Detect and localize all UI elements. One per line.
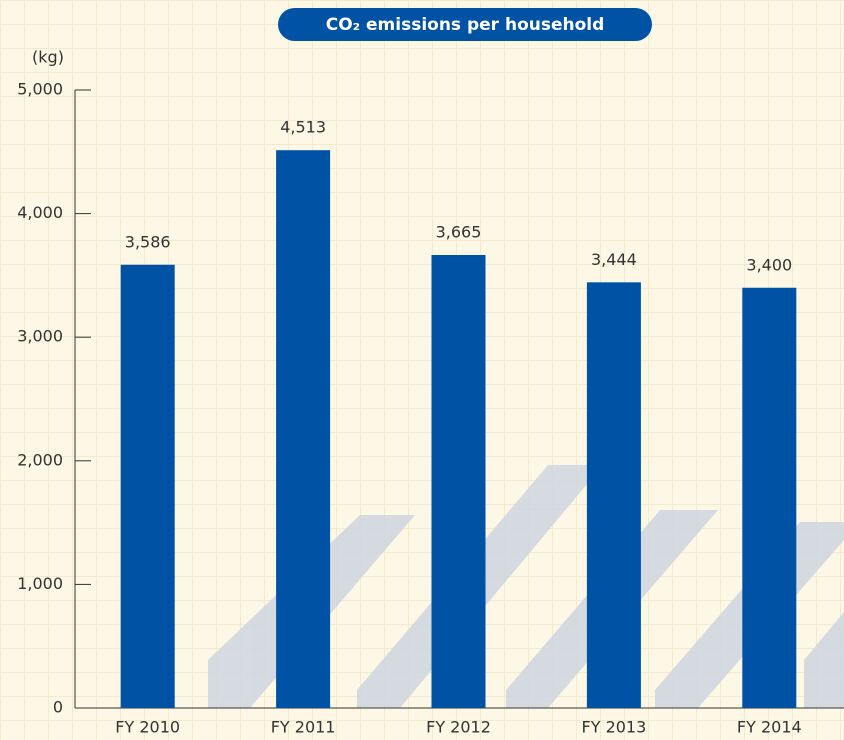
- value-label: 4,513: [280, 118, 326, 137]
- y-tick-label: 0: [53, 698, 63, 717]
- y-tick-label: 4,000: [17, 203, 63, 222]
- x-tick-label: FY 2010: [115, 718, 180, 737]
- x-tick-label: FY 2013: [582, 718, 647, 737]
- bar: [586, 282, 641, 708]
- y-tick-label: 3,000: [17, 327, 63, 346]
- chart-title: CO₂ emissions per household: [326, 15, 605, 35]
- x-tick-label: FY 2012: [426, 718, 491, 737]
- x-tick-label: FY 2011: [271, 718, 336, 737]
- value-label: 3,444: [591, 250, 637, 269]
- bar: [276, 150, 331, 708]
- y-axis-label: (kg): [32, 48, 64, 67]
- title-pill: [278, 8, 652, 41]
- y-tick-label: 5,000: [17, 80, 63, 99]
- value-label: 3,400: [746, 255, 792, 274]
- value-label: 3,665: [436, 223, 482, 242]
- bar: [431, 255, 486, 709]
- bar: [742, 287, 797, 708]
- bar: [120, 264, 175, 708]
- x-tick-label: FY 2014: [737, 718, 802, 737]
- y-tick-label: 2,000: [17, 450, 63, 469]
- y-tick-label: 1,000: [17, 574, 63, 593]
- value-label: 3,586: [125, 232, 171, 251]
